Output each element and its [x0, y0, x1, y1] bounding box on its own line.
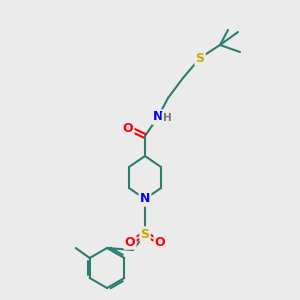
Text: S: S [140, 227, 149, 241]
Text: O: O [125, 236, 135, 248]
Text: H: H [163, 113, 171, 123]
Text: O: O [155, 236, 165, 248]
Text: N: N [153, 110, 163, 124]
Text: N: N [140, 193, 150, 206]
Text: S: S [196, 52, 205, 64]
Text: O: O [123, 122, 133, 134]
